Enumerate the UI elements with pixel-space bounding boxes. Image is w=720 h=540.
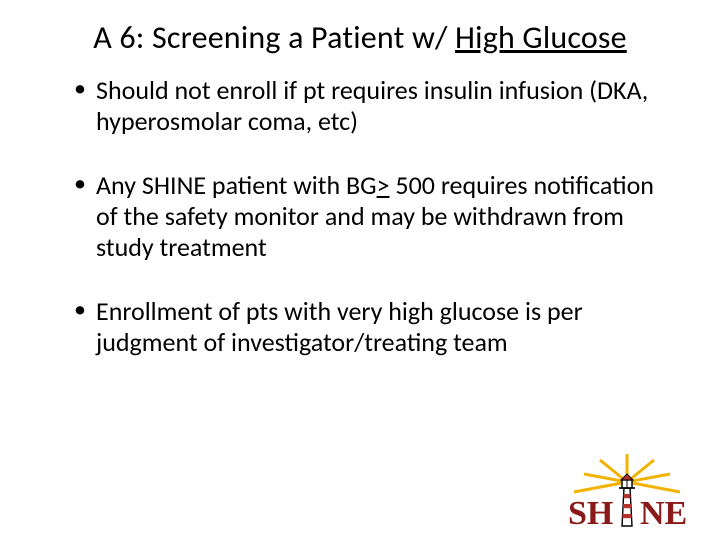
bullet-text: Enrollment of pts with very high glucose… — [96, 295, 583, 358]
slide-title: A 6: Screening a Patient w/ High Glucose — [40, 18, 680, 57]
list-item: Enrollment of pts with very high glucose… — [74, 296, 680, 357]
logo-text-right: NE — [640, 495, 687, 530]
bullet-list: Should not enroll if pt requires insulin… — [40, 75, 680, 358]
list-item: Any SHINE patient with BG> 500 requires … — [74, 170, 680, 262]
title-plain: A 6: Screening a Patient w/ — [93, 18, 455, 57]
bullet-text: Any SHINE patient with BG — [96, 169, 377, 201]
bullet-text: Should not enroll if pt requires insulin… — [96, 74, 648, 137]
lighthouse-icon — [619, 474, 635, 526]
title-underlined: High Glucose — [455, 18, 627, 57]
slide: A 6: Screening a Patient w/ High Glucose… — [0, 0, 720, 540]
list-item: Should not enroll if pt requires insulin… — [74, 75, 680, 136]
shine-logo: SH NE — [562, 452, 692, 530]
shine-logo-svg: SH NE — [562, 452, 692, 530]
bullet-ge: > — [377, 169, 390, 201]
logo-text-left: SH — [568, 495, 613, 530]
